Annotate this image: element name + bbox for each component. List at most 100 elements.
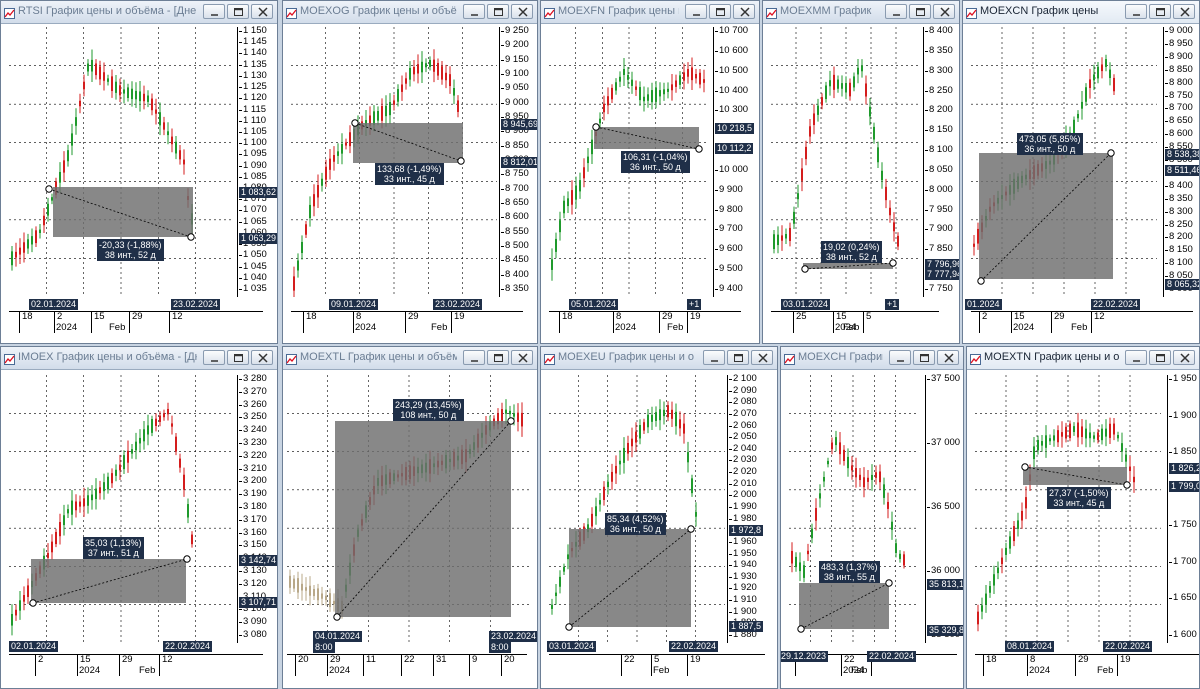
close-button[interactable]: [511, 350, 533, 365]
time-tick: [559, 311, 560, 333]
time-axis[interactable]: [291, 311, 523, 334]
candlestick-plot[interactable]: [789, 375, 917, 643]
price-axis[interactable]: [499, 27, 500, 297]
candle-body: [639, 425, 641, 439]
measurement-label: 483,3 (1,37%) 38 инт., 55 д: [819, 561, 880, 583]
price-axis[interactable]: [237, 27, 238, 297]
time-axis[interactable]: [287, 654, 527, 677]
maximize-button[interactable]: [227, 350, 249, 365]
chart-window[interactable]: MOEXFN График цены и о 106,31 (-1,04%)36 …: [540, 0, 760, 344]
window-titlebar[interactable]: MOEXTL График цены и объёма -: [283, 347, 537, 370]
candle-body: [171, 136, 173, 145]
price-tick-label: 8 850: [1165, 63, 1193, 75]
chart-window[interactable]: MOEXOG График цены и объёма - 133,68 (-1,…: [282, 0, 538, 344]
window-titlebar[interactable]: MOEXCN График цены: [963, 1, 1199, 24]
candle-body: [671, 409, 673, 419]
candlestick-plot[interactable]: [291, 27, 497, 297]
minimize-button[interactable]: [1125, 4, 1147, 19]
close-icon: [740, 7, 750, 17]
chart-window[interactable]: IMOEX График цены и объёма - [Днев 35,03 …: [0, 346, 278, 689]
time-period-label: Feb: [653, 665, 670, 676]
close-button[interactable]: [511, 4, 533, 19]
close-icon: [1180, 7, 1190, 17]
minimize-button[interactable]: [203, 350, 225, 365]
candle-body: [175, 436, 177, 452]
maximize-button[interactable]: [487, 4, 509, 19]
time-axis[interactable]: [971, 311, 1193, 334]
window-titlebar[interactable]: MOEXEU График цены и о: [541, 347, 777, 370]
close-button[interactable]: [251, 4, 273, 19]
close-button[interactable]: [251, 350, 273, 365]
minimize-button[interactable]: [1125, 350, 1147, 365]
window-titlebar[interactable]: MOEXTN График цены и об: [967, 347, 1199, 370]
maximize-button[interactable]: [487, 350, 509, 365]
window-titlebar[interactable]: MOEXMM График: [763, 1, 959, 24]
maximize-button[interactable]: [727, 350, 749, 365]
price-axis[interactable]: [1163, 27, 1164, 297]
minimize-button[interactable]: [889, 350, 911, 365]
window-titlebar[interactable]: RTSI График цены и объёма - [Дневно: [1, 1, 277, 24]
price-axis[interactable]: [727, 375, 728, 643]
window-titlebar[interactable]: MOEXCH График: [781, 347, 963, 370]
candle-body: [79, 501, 81, 507]
close-button[interactable]: [733, 4, 755, 19]
candlestick-plot[interactable]: [549, 375, 725, 643]
candlestick-plot[interactable]: [9, 375, 233, 643]
window-titlebar[interactable]: MOEXOG График цены и объёма -: [283, 1, 537, 24]
chart-window[interactable]: MOEXTL График цены и объёма - 243,29 (13,…: [282, 346, 538, 689]
candlestick-plot[interactable]: [771, 27, 921, 297]
maximize-button[interactable]: [709, 4, 731, 19]
time-axis[interactable]: [975, 654, 1199, 677]
close-button[interactable]: [1173, 350, 1195, 365]
chart-window[interactable]: MOEXTN График цены и об 27,37 (-1,50%) 33 …: [966, 346, 1200, 689]
price-axis[interactable]: [1167, 375, 1168, 643]
chart-window[interactable]: RTSI График цены и объёма - [Дневно -20,3…: [0, 0, 278, 344]
chart-window[interactable]: MOEXEU График цены и о 85,34 (4,52%) 36 ин…: [540, 346, 778, 689]
candlestick-plot[interactable]: [549, 27, 709, 297]
minimize-button[interactable]: [885, 4, 907, 19]
time-axis[interactable]: [549, 311, 741, 334]
minimize-button[interactable]: [703, 350, 725, 365]
price-axis[interactable]: [713, 27, 714, 297]
maximize-button[interactable]: [1149, 4, 1171, 19]
candle-body: [1017, 520, 1019, 529]
close-button[interactable]: [1173, 4, 1195, 19]
price-tick-label: 3 170: [239, 513, 267, 525]
candlestick-plot[interactable]: [975, 375, 1161, 643]
candlestick-plot[interactable]: [287, 375, 531, 643]
minimize-button[interactable]: [463, 350, 485, 365]
candle-body: [143, 93, 145, 102]
close-button[interactable]: [933, 4, 955, 19]
time-axis[interactable]: [9, 311, 263, 334]
measurement-handle: [29, 599, 37, 607]
chart-window[interactable]: MOEXCN График цены 473,05 (5,85%) 36 инт.,…: [962, 0, 1200, 344]
candle-body: [1049, 438, 1051, 442]
price-axis[interactable]: [923, 27, 924, 297]
maximize-button[interactable]: [1149, 350, 1171, 365]
maximize-button[interactable]: [227, 4, 249, 19]
time-axis[interactable]: [549, 654, 765, 677]
candle-body: [785, 233, 787, 239]
time-axis[interactable]: [9, 654, 263, 677]
close-button[interactable]: [751, 350, 773, 365]
price-axis[interactable]: [925, 375, 926, 643]
close-button[interactable]: [937, 350, 959, 365]
candle-body: [59, 171, 61, 183]
window-titlebar[interactable]: IMOEX График цены и объёма - [Днев: [1, 347, 277, 370]
candlestick-plot[interactable]: [971, 27, 1157, 297]
maximize-button[interactable]: [909, 4, 931, 19]
current-price-tag: 8 812,01: [501, 157, 537, 168]
chart-window[interactable]: MOEXMM График 19,02 (0,24%) 38 инт., 52 д 8…: [762, 0, 960, 344]
window-titlebar[interactable]: MOEXFN График цены и о: [541, 1, 759, 24]
candle-body: [449, 74, 451, 87]
time-tick-label: 19: [690, 311, 701, 322]
price-axis[interactable]: [237, 375, 238, 643]
minimize-button[interactable]: [685, 4, 707, 19]
minimize-button[interactable]: [203, 4, 225, 19]
maximize-button[interactable]: [913, 350, 935, 365]
price-tick-label: 1 930: [729, 570, 757, 582]
minimize-button[interactable]: [463, 4, 485, 19]
candlestick-plot[interactable]: [9, 27, 233, 297]
time-axis[interactable]: [771, 311, 939, 334]
